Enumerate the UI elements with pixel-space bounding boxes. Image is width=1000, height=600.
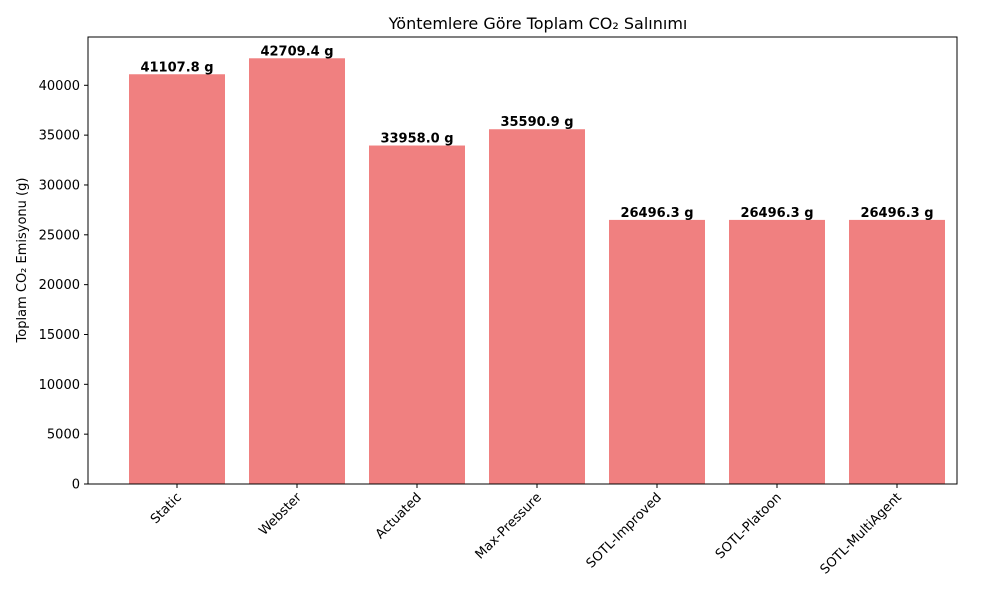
x-tick-label: Actuated: [373, 490, 425, 542]
bar-sotl-multiagent: [849, 219, 945, 484]
bar-value-label: 41107.8 g: [140, 60, 213, 75]
bar-webster: [249, 58, 345, 484]
y-tick-label: 35000: [39, 129, 80, 144]
y-tick-label: 15000: [39, 328, 80, 343]
bar-value-label: 42709.4 g: [260, 44, 333, 59]
x-tick-label: SOTL-Platoon: [713, 490, 785, 562]
bar-value-label: 35590.9 g: [500, 115, 573, 130]
y-tick-label: 10000: [39, 378, 80, 393]
y-tick-label: 30000: [39, 178, 80, 193]
y-tick-label: 0: [72, 478, 80, 493]
chart-title: Yöntemlere Göre Toplam CO₂ Salınımı: [388, 14, 688, 33]
bar-value-label: 26496.3 g: [860, 206, 933, 221]
bar-max-pressure: [489, 129, 585, 485]
y-tick-label: 20000: [39, 278, 80, 293]
plot-frame: [87, 36, 958, 485]
bar-value-label: 33958.0 g: [380, 132, 453, 147]
y-tick-label: 25000: [39, 228, 80, 243]
bar-actuated: [369, 145, 465, 484]
x-tick-label: Static: [148, 490, 185, 527]
y-axis-title: Toplam CO₂ Emisyonu (g): [15, 178, 30, 344]
x-tick-label: Webster: [256, 490, 305, 539]
x-tick-label: SOTL-MultiAgent: [818, 490, 905, 577]
bar-labels-layer: 41107.8 g 42709.4 g 33958.0 g 35590.9 g 2649…: [140, 44, 933, 221]
bar-sotl-improved: [609, 219, 705, 484]
y-axis: 0 5000 10000 15000 20000 25000 30000 35000 40000: [39, 79, 88, 493]
bar-value-label: 26496.3 g: [740, 206, 813, 221]
x-axis: Static Webster Actuated Max-Pressure SOTL-Im…: [148, 484, 905, 577]
bar-static: [129, 74, 225, 484]
y-tick-label: 5000: [47, 428, 80, 443]
bar-value-label: 26496.3 g: [620, 206, 693, 221]
x-tick-label: SOTL-Improved: [584, 490, 665, 571]
bars-layer: [129, 58, 945, 485]
y-tick-label: 40000: [39, 79, 80, 94]
bar-sotl-platoon: [729, 219, 825, 484]
x-tick-label: Max-Pressure: [473, 490, 545, 562]
